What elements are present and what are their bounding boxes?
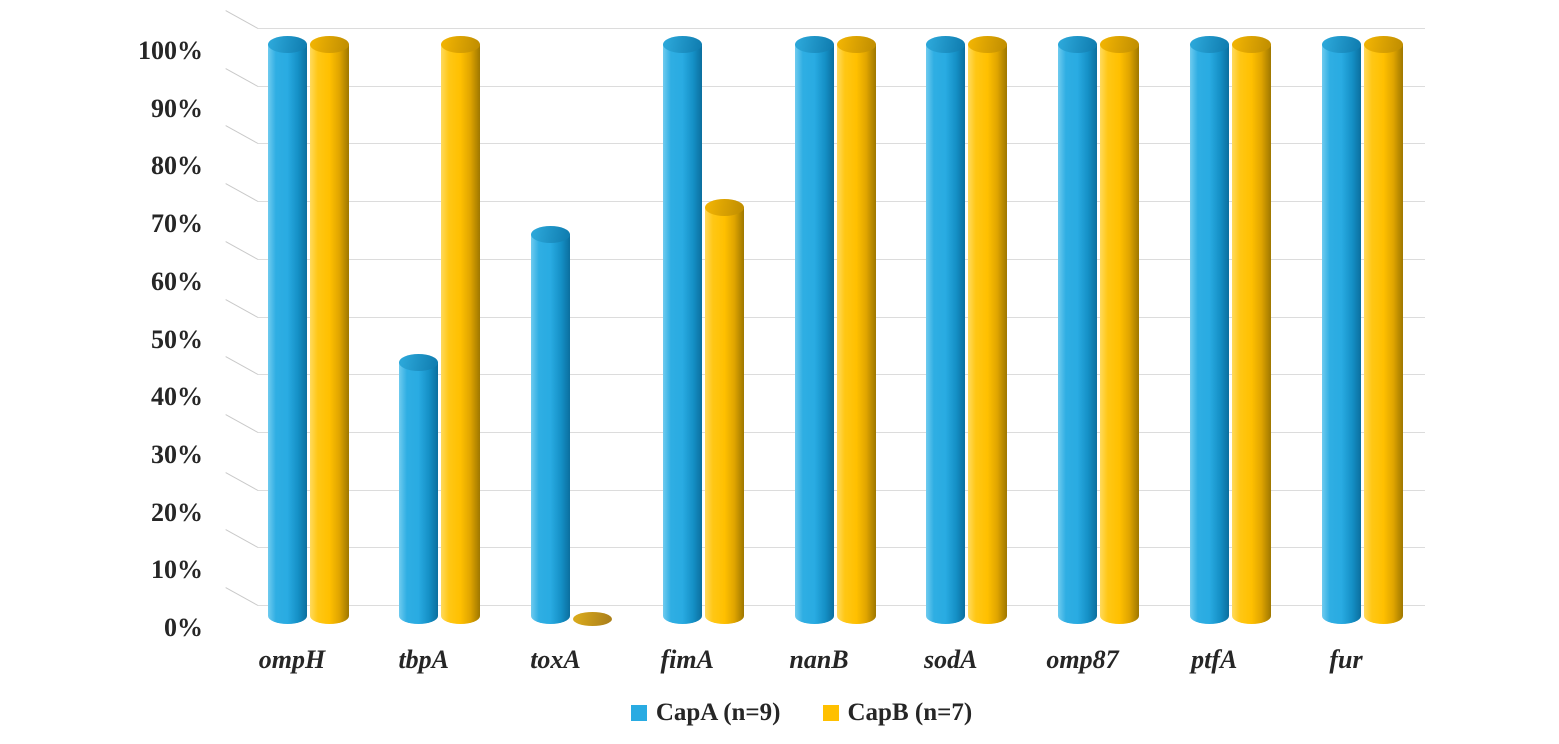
bar-tbpA-capA [399,353,439,624]
y-tick-label-50: 50% [151,324,203,354]
bar-body [441,43,481,624]
legend: CapA (n=9) CapB (n=7) [22,700,1559,726]
y-tick-label-80: 80% [151,151,203,181]
bar-top-ellipse [1189,35,1229,53]
y-tick-label-90: 90% [151,93,203,123]
bar-top-ellipse [704,199,744,217]
x-category-label-tbpA: tbpA [398,645,450,674]
bar-body [794,43,834,624]
bar-top-ellipse [794,35,834,53]
bar-ptfA-capA [1189,35,1229,624]
bar-body [1231,43,1271,624]
bar-sodA-capB [968,35,1008,624]
bar-top-ellipse [531,225,570,243]
bar-omp87-capA [1058,35,1097,624]
y-tick-label-40: 40% [151,382,203,412]
x-category-label-ptfA: ptfA [1191,645,1238,674]
x-category-label-fur: fur [1329,645,1363,674]
bar-ompH-capB [309,35,349,624]
bar-top-ellipse [1321,35,1361,53]
axis-depth-tick-60 [225,240,259,260]
bar-body [1189,43,1229,624]
bar-body [1321,43,1361,624]
bar-body [531,233,570,624]
bar-top-ellipse [441,35,481,53]
bar-top-ellipse [968,35,1008,53]
x-category-label-nanB: nanB [789,645,849,674]
x-category-label-toxA: toxA [530,645,581,674]
bar-fimA-capA [662,35,702,624]
axis-depth-tick-50 [225,298,259,318]
bar-body [309,43,349,624]
bar-body [836,43,876,624]
axis-depth-tick-70 [225,183,259,203]
x-category-label-ompH: ompH [258,645,326,674]
axis-depth-tick-30 [225,414,259,433]
axis-depth-tick-20 [225,471,259,491]
axis-depth-tick-90 [225,67,259,87]
legend-swatch-capB-icon [822,705,839,721]
x-category-label-sodA: sodA [924,645,978,674]
bar-top-ellipse [1100,35,1139,53]
y-tick-label-20: 20% [151,497,203,527]
y-tick-label-70: 70% [151,209,203,239]
bar-fur-capB [1363,35,1403,624]
bar-top-ellipse [309,35,349,53]
bar-body [926,43,966,624]
bar-top-ellipse [399,353,439,371]
axis-depth-tick-80 [225,125,259,145]
bar-body [399,361,439,624]
axis-depth-tick-100 [225,10,259,29]
bar-top-ellipse [836,35,876,53]
bar-nanB-capA [794,35,834,624]
bar-ptfA-capB [1231,35,1271,624]
bar-omp87-capB [1100,35,1139,624]
bar-body [1100,43,1139,624]
axis-depth-tick-40 [225,356,259,376]
gridline-100 [258,28,1425,29]
bar-body [1363,43,1403,624]
legend-swatch-capA-icon [630,705,647,721]
x-category-label-omp87: omp87 [1046,645,1119,674]
bar-body [662,43,702,624]
y-tick-label-0: 0% [164,613,203,642]
bar-top-ellipse [1058,35,1097,53]
bar-tbpA-capB [441,35,481,624]
bar-toxA-capA [531,225,570,624]
bar-top-ellipse [267,35,307,53]
bar-body [267,43,307,624]
axis-depth-tick-10 [225,529,259,549]
bar-top-ellipse [1231,35,1271,53]
legend-label-capA: CapA (n=9) [655,699,781,726]
axis-depth-tick-0 [225,587,259,606]
bar-sodA-capA [926,35,966,624]
y-tick-label-10: 10% [151,555,203,585]
bar-fimA-capB [704,199,744,624]
y-tick-label-100: 100% [138,36,203,65]
bar-toxA-capB [573,612,612,626]
bar-top-ellipse [662,35,702,53]
y-tick-label-60: 60% [151,266,203,296]
bar-top-ellipse [1363,35,1403,53]
bar-top-ellipse [926,35,966,53]
bar-body [704,207,744,624]
bar-body [968,43,1008,624]
bar-ompH-capA [267,35,307,624]
legend-item-capA: CapA (n=9) [630,699,781,726]
y-tick-label-30: 30% [151,439,203,469]
bar-nanB-capB [836,35,876,624]
bar-fur-capA [1321,35,1361,624]
bar-body [1058,43,1097,624]
legend-label-capB: CapB (n=7) [847,699,973,726]
legend-item-capB: CapB (n=7) [822,699,973,726]
x-category-label-fimA: fimA [660,645,714,674]
